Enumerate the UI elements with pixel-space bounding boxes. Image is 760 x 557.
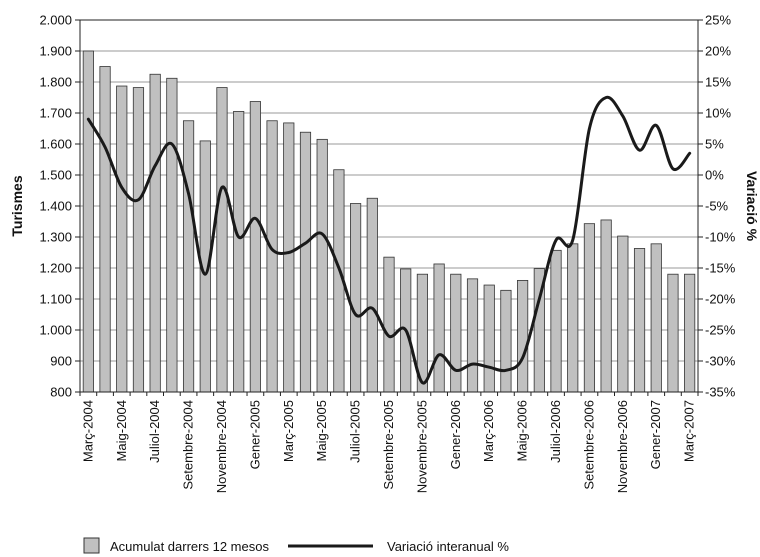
bar: [316, 138, 328, 393]
y-tick-label: 800: [50, 385, 72, 400]
y2-tick-label: -20%: [705, 292, 736, 307]
x-tick-label: Març-2007: [682, 400, 697, 462]
y-tick-label: 900: [50, 354, 72, 369]
bar: [82, 50, 94, 393]
bar: [600, 219, 612, 393]
bar: [433, 263, 445, 393]
x-tick-label: Novembre-2004: [214, 400, 229, 493]
bar: [99, 66, 111, 393]
bar: [567, 243, 579, 393]
y2-tick-label: -10%: [705, 230, 736, 245]
y-tick-label: 1.900: [39, 44, 72, 59]
y2-tick-label: 15%: [705, 75, 731, 90]
bar: [149, 73, 161, 393]
y-axis-right: -35% -30% -25% -20% -15% -10% -5% 0% 5% 10% 15% 20%…: [698, 13, 736, 400]
bar: [266, 120, 278, 393]
y-tick-label: 1.000: [39, 323, 72, 338]
legend-swatch-bars: [83, 537, 100, 554]
x-tick-label: Juliol-2004: [147, 400, 162, 463]
y-tick-label: 1.500: [39, 168, 72, 183]
bar: [233, 111, 245, 393]
bar: [366, 197, 378, 393]
y-tick-label: 1.300: [39, 230, 72, 245]
legend-label-line: Variació interanual %: [387, 539, 509, 554]
x-tick-label: Maig-2004: [114, 400, 129, 461]
y-axis-left: 800 900 1.000 1.100 1.200 1.300 1.400 1.500 1.60…: [39, 13, 80, 400]
legend: Acumulat darrers 12 mesos Variació inter…: [83, 537, 509, 554]
bar: [617, 235, 629, 393]
bar: [132, 87, 145, 393]
series-line-variacio: [86, 95, 692, 385]
x-axis: Març-2004 Maig-2004 Juliol-2004 Setembre-20…: [79, 392, 699, 493]
bar: [350, 203, 362, 393]
bar: [283, 122, 295, 393]
y2-tick-label: 10%: [705, 106, 731, 121]
bar: [500, 289, 512, 393]
y2-tick-label: -30%: [705, 354, 736, 369]
x-tick-label: Gener-2006: [448, 400, 463, 469]
bar: [483, 284, 495, 393]
y2-tick-label: -15%: [705, 261, 736, 276]
y2-tick-label: -25%: [705, 323, 736, 338]
bar: [216, 87, 228, 393]
x-tick-label: Març-2005: [281, 400, 296, 462]
y2-tick-label: -35%: [705, 385, 736, 400]
x-tick-label: Maig-2006: [515, 400, 530, 461]
bar: [650, 243, 662, 393]
x-tick-label: Gener-2007: [648, 400, 663, 469]
bar: [466, 278, 479, 393]
bar: [550, 249, 562, 393]
x-tick-label: Novembre-2005: [414, 400, 429, 493]
y-tick-label: 2.000: [39, 13, 72, 28]
bar: [633, 248, 646, 393]
bar: [583, 223, 596, 393]
y-tick-label: 1.200: [39, 261, 72, 276]
bar: [249, 101, 261, 393]
bar: [116, 85, 128, 393]
y-tick-label: 1.700: [39, 106, 72, 121]
y-axis-title-right: Variació %: [744, 171, 760, 242]
y2-tick-label: 25%: [705, 13, 731, 28]
y-axis-title-left: Turismes: [9, 175, 25, 236]
y2-tick-label: 0%: [705, 168, 724, 183]
bar: [450, 273, 462, 393]
bar: [517, 279, 529, 393]
bar: [684, 273, 696, 393]
bar: [299, 131, 312, 393]
x-tick-label: Juliol-2006: [548, 400, 563, 463]
bars: [82, 50, 696, 393]
x-tick-label: Gener-2005: [247, 400, 262, 469]
y-tick-label: 1.600: [39, 137, 72, 152]
y-tick-label: 1.100: [39, 292, 72, 307]
y2-tick-label: -5%: [705, 199, 729, 214]
line-series: [86, 95, 692, 385]
x-tick-label: Setembre-2005: [381, 400, 396, 490]
bar: [383, 256, 395, 393]
legend-label-bars: Acumulat darrers 12 mesos: [110, 539, 269, 554]
y2-tick-label: 5%: [705, 137, 724, 152]
x-tick-label: Setembre-2006: [581, 400, 596, 490]
y-tick-label: 1.400: [39, 199, 72, 214]
x-tick-label: Setembre-2004: [181, 400, 196, 490]
x-tick-label: Març-2004: [80, 400, 95, 462]
x-tick-label: Maig-2005: [314, 400, 329, 461]
bar: [182, 120, 195, 393]
x-tick-label: Novembre-2006: [615, 400, 630, 493]
bar: [166, 77, 178, 393]
bar: [667, 273, 679, 393]
x-tick-label: Juliol-2005: [348, 400, 363, 463]
y2-tick-label: 20%: [705, 44, 731, 59]
x-tick-label: Març-2006: [481, 400, 496, 462]
y-tick-label: 1.800: [39, 75, 72, 90]
